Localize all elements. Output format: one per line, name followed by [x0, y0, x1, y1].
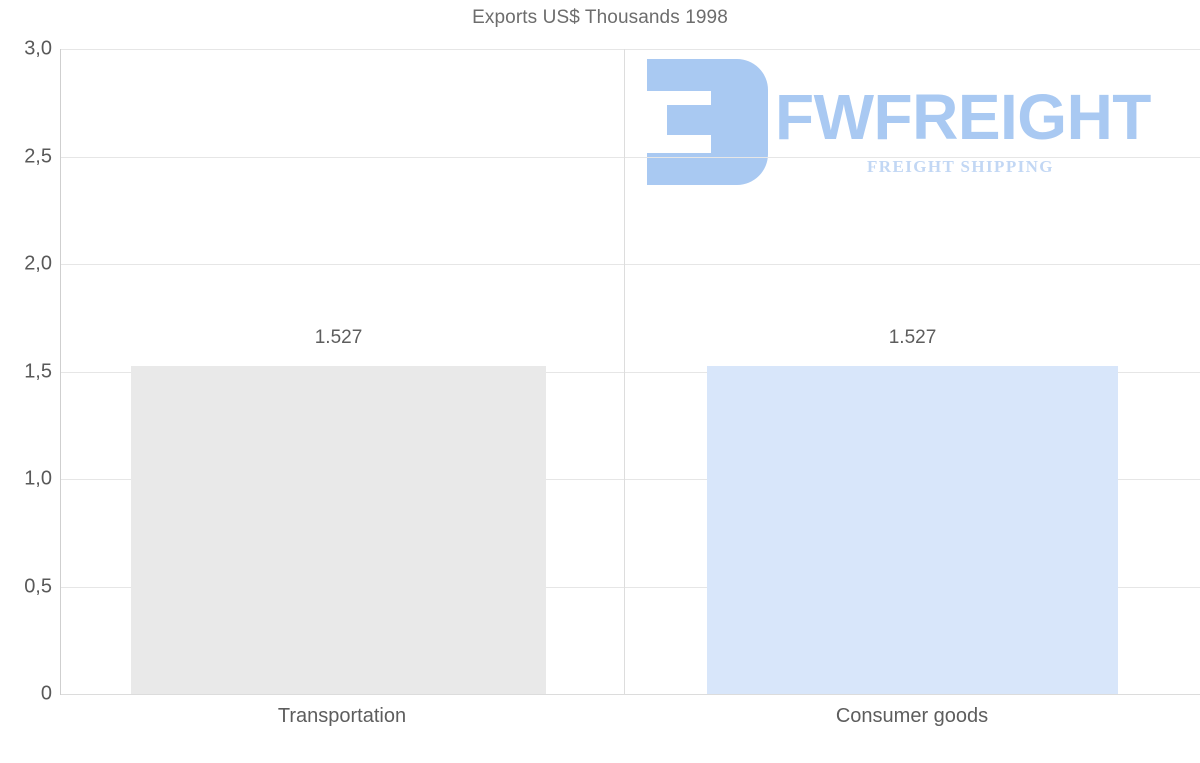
- gridline: [60, 479, 1200, 480]
- y-axis-tick-labels: 0 0,5 1,0 1,5 2,0 2,5 3,0: [0, 38, 52, 705]
- y-axis-tick-label: 3,0: [24, 37, 52, 60]
- y-axis-tick-label: 2,0: [24, 252, 52, 275]
- gridline: [60, 49, 1200, 50]
- chart-title: Exports US$ Thousands 1998: [472, 7, 728, 28]
- x-axis-category-label: Transportation: [277, 705, 407, 727]
- y-axis-tick-label: 2,5: [24, 145, 52, 167]
- category-separator-line: [624, 49, 625, 695]
- y-axis-tick-label: 0: [40, 682, 52, 705]
- x-axis-category-label: Consumer goods: [835, 705, 989, 727]
- plot-area: [60, 49, 1200, 695]
- y-axis-line: [60, 49, 61, 695]
- bar-transportation[interactable]: [131, 365, 546, 694]
- y-axis-tick-label: 1,5: [24, 360, 52, 382]
- gridline: [60, 156, 1200, 158]
- gridline: [60, 264, 1200, 265]
- gridline: [60, 586, 1200, 588]
- bar-consumer-goods[interactable]: [707, 365, 1118, 694]
- y-axis-tick-label: 1,0: [24, 467, 52, 490]
- y-axis-tick-label: 0,5: [24, 575, 52, 597]
- bar-value-label: 1.527: [314, 326, 363, 348]
- gridline: [60, 694, 1200, 695]
- bar-value-label: 1.527: [888, 326, 937, 348]
- gridline: [60, 371, 1200, 373]
